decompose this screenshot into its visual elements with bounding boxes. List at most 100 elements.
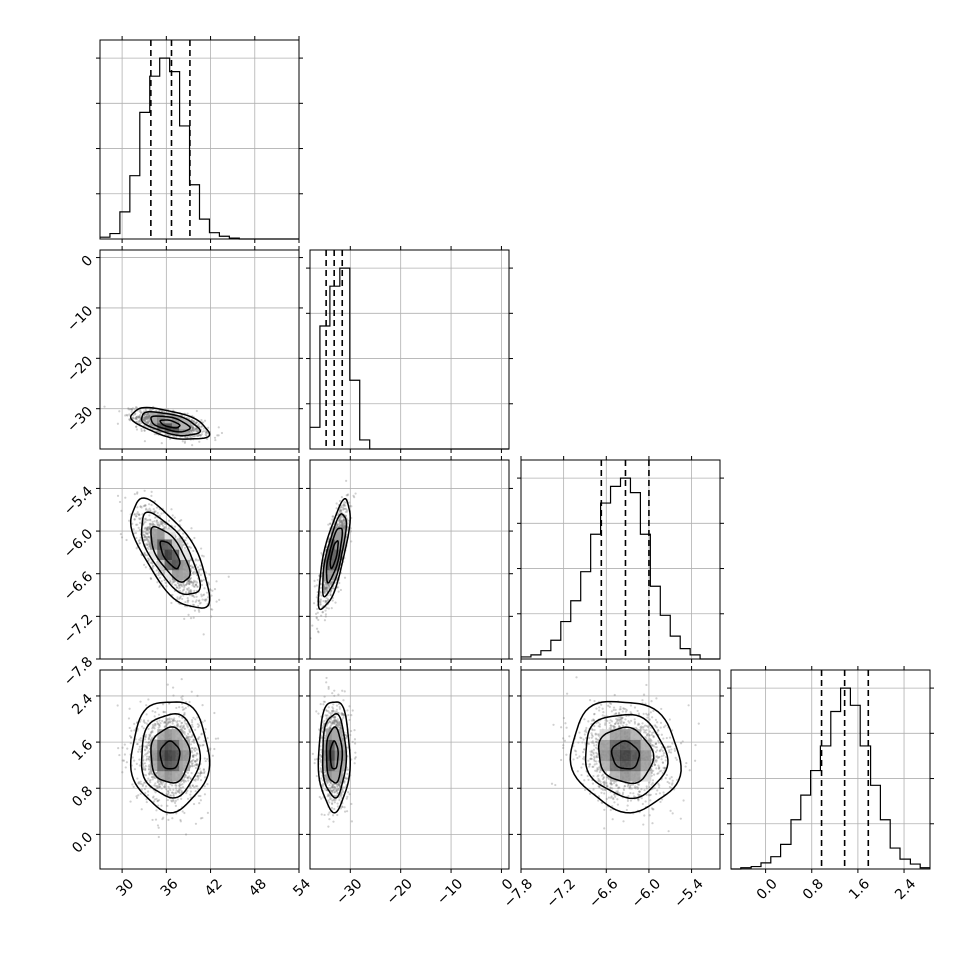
sample-point [341, 525, 344, 528]
sample-point [143, 417, 147, 420]
sample-point [200, 425, 204, 428]
sample-point [353, 496, 356, 499]
sample-point [164, 523, 167, 526]
sample-point [191, 428, 194, 431]
sample-point [143, 419, 147, 422]
sample-point [323, 583, 326, 586]
sample-point [145, 538, 148, 541]
sample-point [200, 583, 204, 587]
sample-point [344, 504, 347, 507]
contour-line [129, 497, 211, 609]
sample-point [181, 597, 184, 601]
sample-point [137, 794, 140, 797]
sample-point [187, 583, 191, 586]
sample-point [340, 506, 343, 509]
sample-point [156, 581, 159, 584]
sample-point [203, 419, 207, 422]
sample-point [327, 585, 331, 588]
sample-point [195, 581, 199, 584]
sample-point [329, 592, 332, 595]
sample-point [328, 522, 332, 525]
sample-point [201, 598, 204, 601]
sample-point [178, 585, 181, 588]
sample-point [204, 431, 208, 435]
sample-point [342, 508, 345, 511]
sample-point [323, 590, 326, 593]
sample-point [140, 429, 143, 432]
sample-point [194, 559, 197, 562]
sample-point [144, 768, 147, 772]
sample-point [192, 572, 195, 575]
sample-point [354, 492, 357, 495]
sample-point [189, 576, 193, 580]
sample-point [345, 510, 349, 513]
sample-point [315, 596, 318, 599]
sample-point [324, 600, 328, 603]
sample-point [180, 584, 183, 587]
sample-point [137, 420, 140, 423]
sample-point [339, 525, 343, 529]
sample-point [143, 419, 146, 422]
sample-point [160, 512, 163, 515]
sample-point [344, 510, 347, 514]
sample-point [145, 507, 148, 510]
sample-point [339, 519, 342, 522]
sample-point [191, 425, 194, 428]
sample-point [335, 502, 338, 505]
sample-point [195, 428, 198, 431]
sample-point [327, 584, 331, 587]
sample-point [118, 500, 122, 504]
sample-point [149, 577, 152, 580]
sample-point [138, 415, 141, 419]
sample-point [319, 599, 322, 602]
sample-point [135, 796, 139, 799]
sample-point [190, 431, 193, 434]
sample-point [201, 816, 204, 820]
sample-point [217, 426, 220, 429]
sample-point [143, 419, 146, 422]
sample-point [350, 505, 353, 508]
sample-point [179, 595, 182, 598]
sample-point [144, 774, 148, 777]
sample-point [144, 415, 148, 419]
sample-point [342, 518, 346, 522]
sample-point [167, 519, 171, 522]
sample-point [145, 415, 148, 418]
sample-point [148, 507, 151, 510]
sample-point [148, 764, 151, 767]
sample-point [199, 774, 202, 777]
sample-point [190, 594, 193, 597]
sample-point [200, 419, 203, 422]
sample-point [341, 523, 344, 526]
sample-point [192, 594, 195, 597]
sample-point [144, 532, 147, 535]
sample-point [148, 744, 151, 747]
sample-point [173, 717, 176, 720]
sample-point [173, 580, 177, 583]
sample-point [202, 771, 206, 775]
sample-point [323, 591, 327, 594]
sample-point [320, 551, 323, 555]
sample-point [125, 538, 128, 542]
sample-point [195, 599, 198, 602]
sample-point [181, 716, 184, 720]
sample-point [195, 421, 199, 424]
sample-point [196, 752, 199, 755]
sample-point [147, 737, 151, 740]
sample-point [142, 533, 145, 536]
sample-point [137, 415, 141, 419]
sample-point [205, 434, 208, 437]
sample-point [335, 507, 338, 510]
sample-point [156, 786, 159, 790]
histogram-p2 [306, 246, 513, 453]
sample-point [153, 510, 156, 514]
sample-point [139, 420, 142, 423]
density-cell [157, 412, 169, 424]
sample-point [331, 515, 334, 518]
sample-point [134, 417, 137, 420]
sample-point [159, 521, 162, 524]
sample-point [324, 587, 327, 591]
sample-point [142, 410, 146, 413]
sample-point [312, 602, 316, 605]
sample-point [175, 584, 178, 587]
